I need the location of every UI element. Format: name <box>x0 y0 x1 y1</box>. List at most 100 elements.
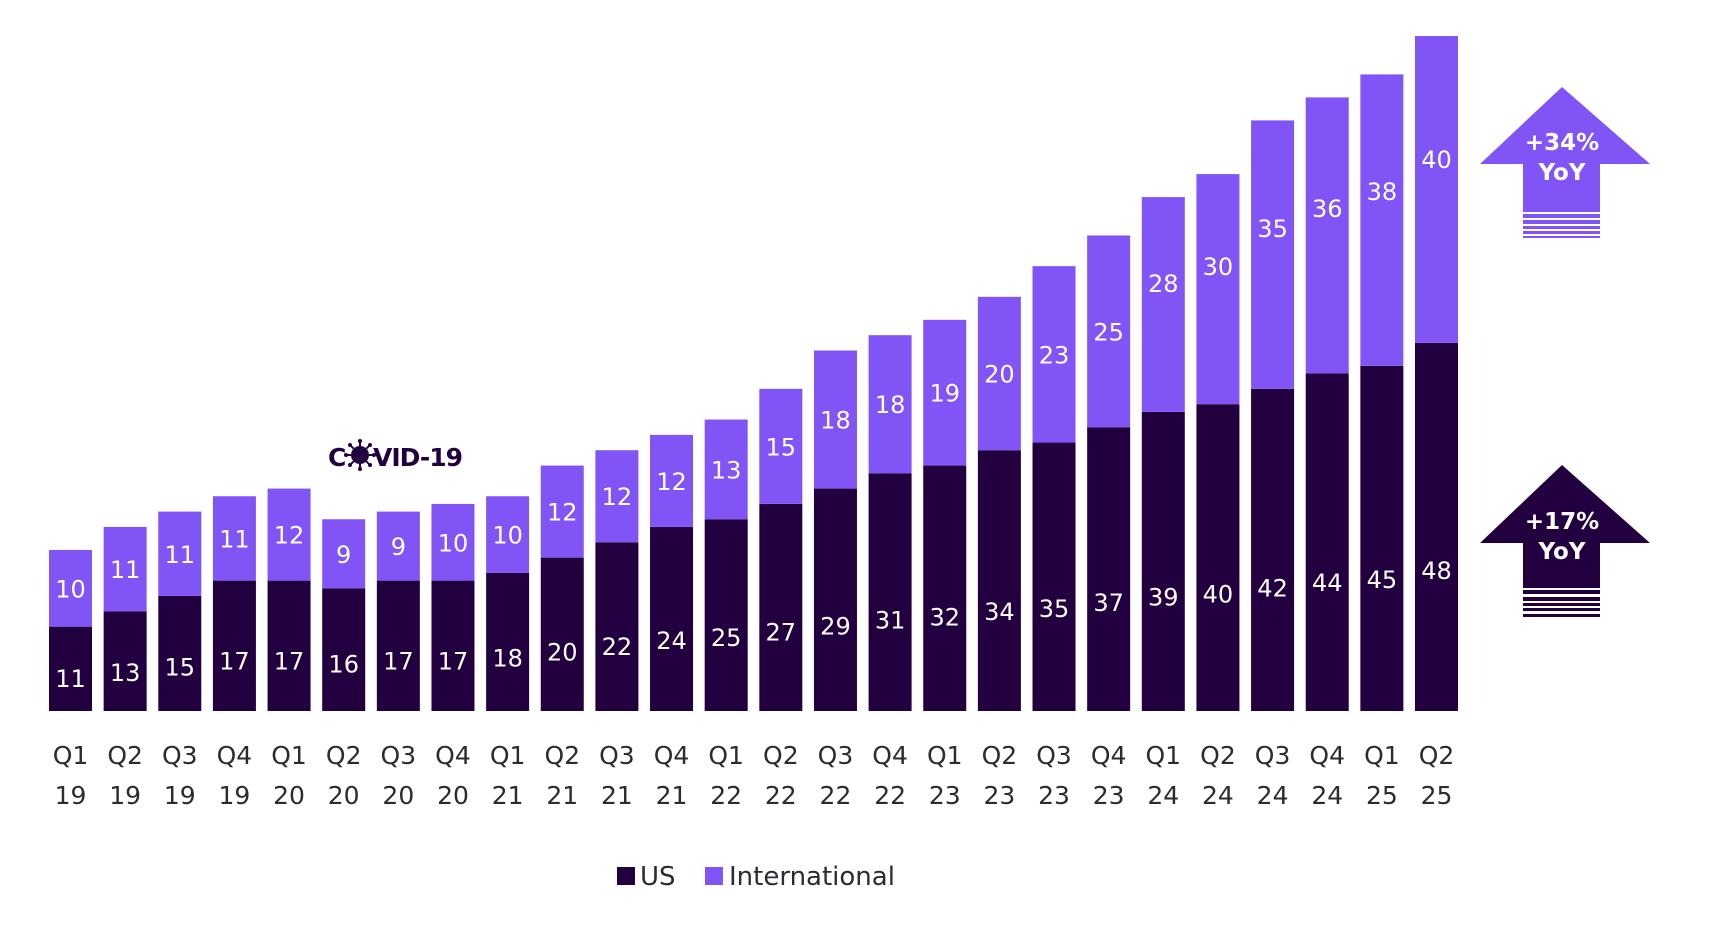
x-tick-year: 20 <box>382 781 414 810</box>
x-tick-quarter: Q3 <box>1036 741 1072 770</box>
bar-international <box>267 488 311 581</box>
bar-us <box>650 526 694 711</box>
x-tick-year: 19 <box>55 781 87 810</box>
arrow-stripes <box>1523 214 1600 238</box>
bar-label-international: 35 <box>1257 215 1288 243</box>
international-growth-period: YoY <box>1538 160 1586 186</box>
bar-international <box>1141 197 1185 412</box>
arrow-up-icon <box>1480 465 1650 588</box>
bar-us <box>1196 404 1240 711</box>
covid-annotation: C VID-19 <box>328 439 463 472</box>
bar-label-us: 25 <box>711 624 742 652</box>
bar-label-us: 37 <box>1093 589 1124 617</box>
bar-stack: 44 36 <box>1305 97 1349 711</box>
bar-international <box>540 465 584 558</box>
bar-us <box>1305 373 1349 711</box>
bar-label-us: 34 <box>984 598 1015 626</box>
bar-international <box>212 496 256 581</box>
bar-label-international: 15 <box>766 433 797 461</box>
x-tick-quarter: Q2 <box>326 741 362 770</box>
bar-us <box>431 580 475 711</box>
us-growth-arrow: +17% YoY <box>1480 465 1650 617</box>
bar-label-us: 11 <box>55 665 86 693</box>
bar-label-us: 44 <box>1312 569 1343 597</box>
bar-stack: 24 12 <box>650 434 694 711</box>
us-growth-pct: +17% <box>1525 509 1599 535</box>
bar-stack: 25 13 <box>704 419 748 711</box>
bar-stack: 32 19 <box>923 319 967 711</box>
bar-label-us: 45 <box>1367 566 1398 594</box>
x-tick-quarter: Q1 <box>53 741 89 770</box>
bar-label-us: 27 <box>766 618 797 646</box>
x-tick-year: 25 <box>1421 781 1453 810</box>
bar-us <box>1141 411 1185 711</box>
x-tick-year: 24 <box>1311 781 1343 810</box>
x-tick-year: 21 <box>656 781 688 810</box>
x-axis-ticks: Q1 19 Q2 19 Q3 19 Q4 19 Q1 20 Q2 20 Q3 20 Q4 20 Q1 21 Q2 21… <box>53 741 1455 810</box>
x-tick-quarter: Q2 <box>107 741 143 770</box>
bar-label-international: 10 <box>492 522 523 550</box>
x-tick-quarter: Q2 <box>1419 741 1455 770</box>
bar-us <box>376 580 420 711</box>
bars-group: 1110131115111711171216917917101810201222… <box>49 36 1458 711</box>
bar-international <box>1032 266 1076 443</box>
bar-stack: 48 40 <box>1415 36 1458 711</box>
bar-label-international: 18 <box>820 407 851 435</box>
x-tick-quarter: Q4 <box>217 741 253 770</box>
legend-swatch-us <box>617 867 635 885</box>
bar-label-us: 24 <box>656 627 687 655</box>
bar-international <box>1360 74 1404 366</box>
x-tick-year: 22 <box>874 781 906 810</box>
bar-label-international: 40 <box>1421 146 1452 174</box>
bar-us <box>923 465 967 711</box>
x-tick-year: 21 <box>546 781 578 810</box>
bar-label-international: 25 <box>1093 318 1124 346</box>
bar-label-international: 9 <box>336 541 351 569</box>
bar-label-international: 18 <box>875 391 906 419</box>
bar-label-us: 17 <box>274 647 305 675</box>
bar-international <box>431 503 475 581</box>
x-tick-year: 24 <box>1257 781 1289 810</box>
x-tick-quarter: Q1 <box>490 741 526 770</box>
bar-us <box>1415 342 1458 711</box>
bar-label-us: 29 <box>820 612 851 640</box>
x-tick-quarter: Q1 <box>708 741 744 770</box>
covid-text-end: VID-19 <box>373 443 462 472</box>
x-tick-quarter: Q2 <box>763 741 799 770</box>
bar-label-us: 35 <box>1039 595 1070 623</box>
bar-international <box>868 335 912 474</box>
bar-stack: 11 10 <box>49 549 92 711</box>
bar-label-us: 31 <box>875 607 906 635</box>
bar-stack: 39 28 <box>1141 197 1185 711</box>
bar-label-us: 48 <box>1421 557 1452 585</box>
bar-us <box>540 557 584 711</box>
bar-label-us: 17 <box>219 647 250 675</box>
bar-label-us: 15 <box>165 653 196 681</box>
bar-label-us: 22 <box>602 633 633 661</box>
bar-label-us: 17 <box>438 647 469 675</box>
x-tick-quarter: Q4 <box>872 741 908 770</box>
bar-us <box>1087 427 1131 711</box>
bar-stack: 16 9 <box>322 519 366 711</box>
bar-us <box>267 580 311 711</box>
x-tick-year: 22 <box>765 781 797 810</box>
bar-international <box>1196 174 1240 405</box>
bar-label-us: 32 <box>929 604 960 632</box>
bar-label-international: 12 <box>274 522 305 550</box>
legend-swatch-international <box>705 867 723 885</box>
x-tick-year: 24 <box>1202 781 1234 810</box>
x-tick-quarter: Q4 <box>1091 741 1127 770</box>
bar-international <box>103 526 147 612</box>
bar-international <box>1251 120 1295 389</box>
x-tick-year: 19 <box>219 781 251 810</box>
bar-stack: 45 38 <box>1360 74 1404 711</box>
x-tick-year: 21 <box>492 781 524 810</box>
x-tick-quarter: Q2 <box>982 741 1018 770</box>
bar-us <box>158 595 202 711</box>
legend: US International <box>617 862 895 892</box>
x-tick-quarter: Q3 <box>818 741 854 770</box>
bar-us <box>103 611 147 711</box>
